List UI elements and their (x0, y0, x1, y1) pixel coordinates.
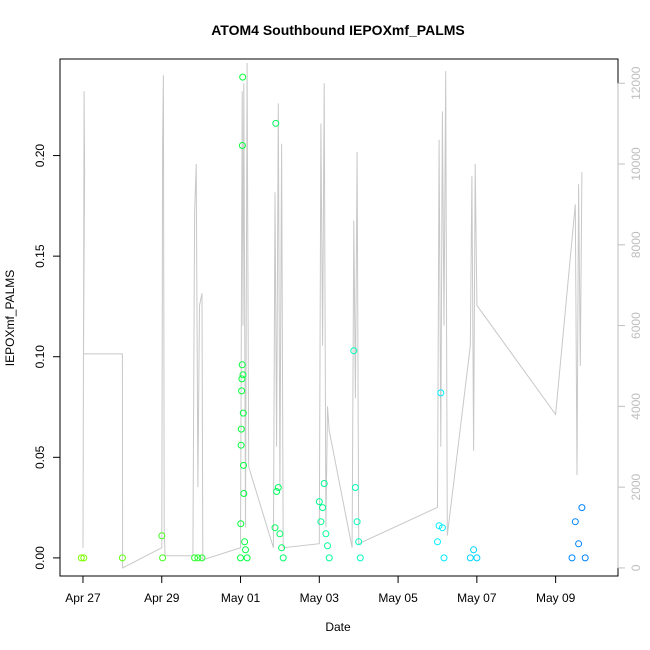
y-tick-label-right: 0 (629, 564, 643, 571)
data-point (159, 554, 167, 562)
y-tick-label-right: 10000 (629, 147, 643, 181)
data-point (578, 504, 586, 512)
data-point (575, 540, 583, 548)
data-point (238, 387, 246, 395)
y-tick-label-left: 0.10 (33, 345, 47, 369)
y-tick-label-left: 0.05 (33, 445, 47, 469)
data-point (470, 546, 478, 554)
x-tick-label: May 09 (536, 591, 576, 605)
data-point (238, 375, 246, 383)
data-point (239, 371, 247, 379)
data-point (272, 119, 280, 127)
data-point (353, 518, 361, 526)
data-point (317, 518, 325, 526)
x-tick-label: May 07 (457, 591, 497, 605)
x-tick-label: May 05 (378, 591, 418, 605)
background-series (82, 62, 583, 569)
data-point (315, 498, 323, 506)
data-point (80, 554, 88, 562)
data-point (325, 554, 333, 562)
x-axis-label: Date (325, 620, 351, 634)
data-point (434, 538, 441, 546)
data-point (279, 554, 287, 562)
data-point (324, 542, 331, 550)
y-tick-label-left: 0.15 (33, 244, 47, 268)
data-point (320, 480, 328, 487)
data-point (322, 530, 330, 538)
data-point (239, 73, 247, 81)
y-axis-left: 0.00 0.05 0.10 0.15 0.20 (33, 144, 61, 570)
y-tick-label-right: 8000 (629, 231, 643, 258)
y-axis-right: 0 2000 4000 6000 8000 10000 12000 (617, 66, 643, 571)
y-tick-label-left: 0.00 (33, 546, 47, 570)
data-point (239, 409, 247, 417)
data-point (571, 518, 579, 526)
data-point (581, 554, 589, 562)
x-tick-label: May 01 (221, 591, 261, 605)
y-axis-label: IEPOXmf_PALMS (3, 270, 17, 366)
data-point (276, 530, 284, 538)
data-points (77, 73, 589, 562)
y-tick-label-right: 12000 (629, 66, 643, 100)
data-point (473, 554, 481, 562)
data-point (240, 461, 247, 469)
data-point (273, 488, 281, 495)
data-point (118, 554, 126, 562)
data-point (241, 538, 249, 546)
data-point (440, 554, 448, 562)
data-point (198, 554, 206, 562)
data-point (238, 361, 246, 369)
data-point (319, 504, 327, 512)
data-point (240, 490, 248, 497)
background-series-line (82, 62, 583, 569)
y-tick-label-right: 4000 (629, 393, 643, 420)
x-tick-label: May 03 (300, 591, 340, 605)
y-tick-label-left: 0.20 (33, 144, 47, 168)
data-point (237, 425, 245, 433)
data-point (237, 554, 244, 562)
data-point (438, 524, 446, 532)
data-point (278, 544, 286, 552)
data-point (437, 389, 445, 397)
data-point (77, 554, 85, 562)
chart-title: ATOM4 Southbound IEPOXmf_PALMS (211, 22, 465, 38)
data-point (238, 142, 246, 149)
y-tick-label-right: 2000 (629, 473, 643, 500)
x-axis: Apr 27 Apr 29 May 01 May 03 May 05 May 07 May … (65, 575, 576, 605)
plot-frame (59, 58, 619, 577)
data-point (274, 484, 282, 491)
data-point (351, 484, 359, 491)
data-point (466, 554, 474, 562)
y-tick-label-right: 6000 (629, 312, 643, 339)
data-point (191, 554, 199, 562)
x-tick-label: Apr 29 (144, 591, 180, 605)
data-point (242, 546, 249, 554)
data-point (356, 554, 364, 562)
data-point (158, 532, 166, 540)
data-point (350, 347, 358, 355)
data-point (271, 524, 279, 532)
data-point (194, 554, 202, 562)
data-point (237, 520, 245, 528)
data-point (568, 554, 576, 562)
data-point (237, 441, 245, 449)
x-tick-label: Apr 27 (65, 591, 101, 605)
data-point (243, 554, 251, 562)
data-point (355, 538, 363, 546)
